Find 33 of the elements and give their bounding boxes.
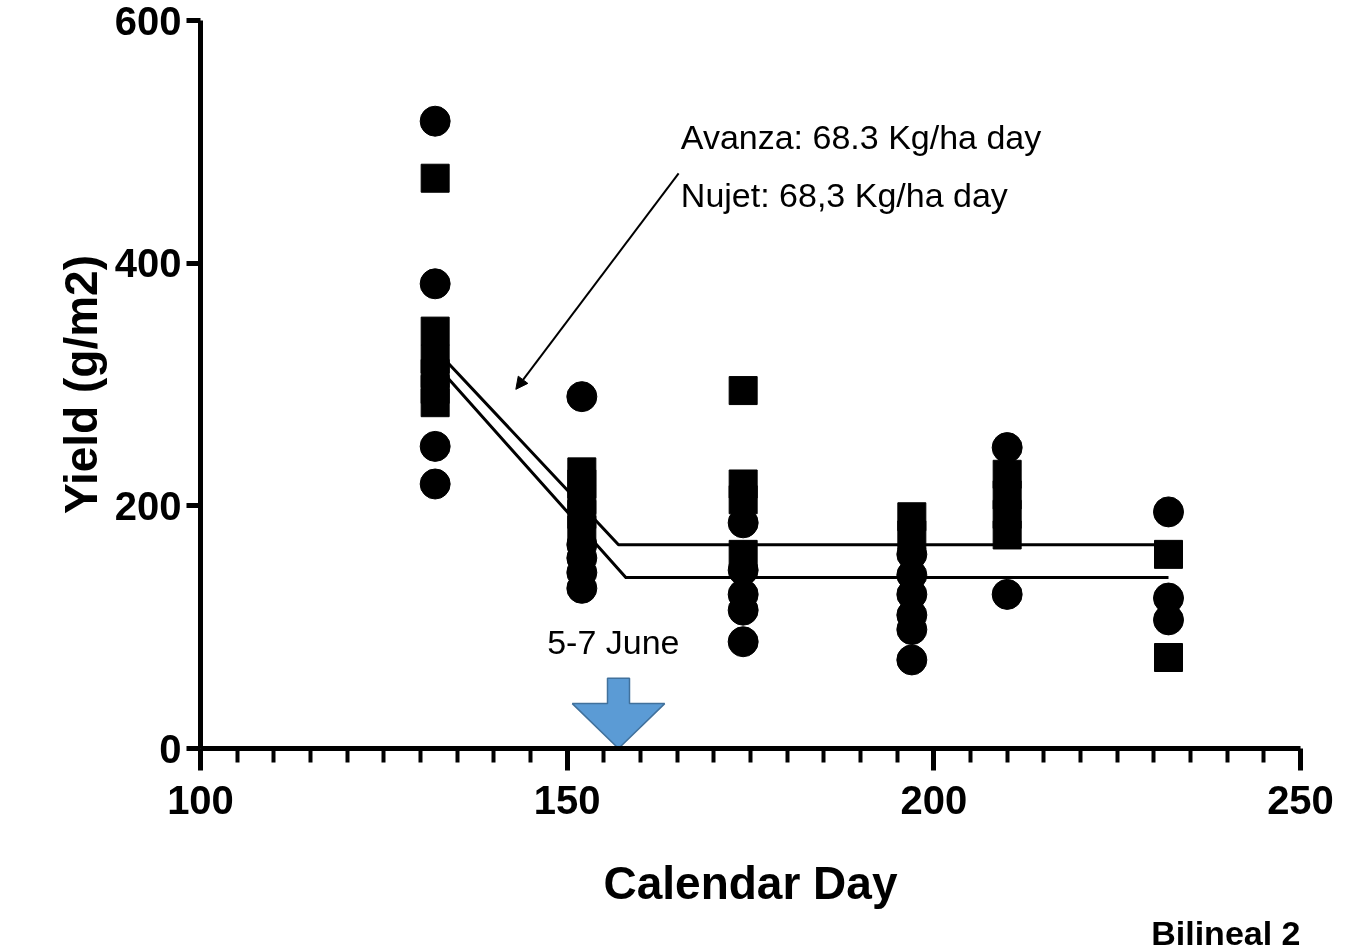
point (1153, 496, 1184, 528)
point (728, 376, 758, 406)
point (420, 163, 450, 193)
point (419, 268, 451, 300)
point (896, 644, 928, 676)
y-tick-label: 200 (114, 483, 182, 528)
point (419, 105, 451, 137)
x-tick-label: 100 (167, 777, 234, 822)
x-axis-title: Calendar Day (603, 856, 898, 909)
point (728, 485, 758, 515)
x-tick-label: 200 (900, 777, 968, 822)
y-axis-title: Yield (g/m2) (54, 255, 107, 514)
annotation: 5-7 June (547, 622, 680, 661)
point (1154, 643, 1183, 672)
point (419, 468, 451, 500)
x-tick-label: 150 (533, 777, 601, 822)
point (419, 430, 451, 462)
point (1154, 539, 1183, 569)
text: Bilineal 2 (1151, 913, 1301, 951)
point (897, 520, 927, 550)
y-tick-label: 600 (114, 0, 182, 43)
point (420, 388, 450, 418)
point (727, 626, 759, 658)
y-tick-label: 0 (159, 726, 182, 771)
point (991, 578, 1023, 610)
annotation: Nujet: 68,3 Kg/ha day (680, 176, 1008, 215)
point (992, 520, 1022, 550)
point (420, 316, 450, 346)
annotation: Avanza: 68.3 Kg/ha day (680, 117, 1042, 156)
y-tick-label: 400 (114, 241, 182, 286)
point (728, 539, 758, 569)
x-tick-label: 250 (1267, 777, 1334, 822)
point (566, 381, 598, 413)
